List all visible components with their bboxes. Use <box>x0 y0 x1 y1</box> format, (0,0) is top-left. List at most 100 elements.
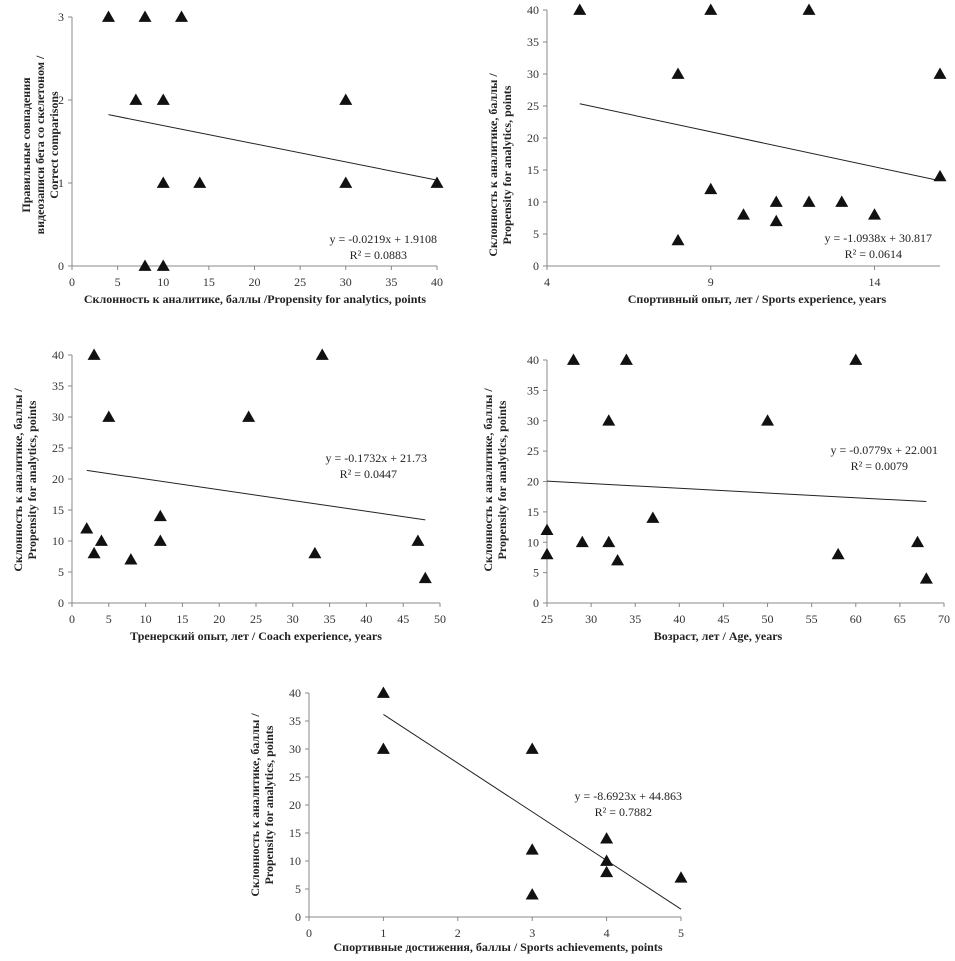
x-tick-label: 30 <box>287 612 299 626</box>
data-point <box>602 535 616 548</box>
y-tick-label: 40 <box>289 686 301 700</box>
data-point <box>138 259 152 271</box>
data-point <box>674 871 688 883</box>
data-point <box>308 546 322 559</box>
x-tick-label: 15 <box>176 612 188 626</box>
y-axis-label-line: Склонность к аналитике, баллы / <box>248 713 262 897</box>
x-tick-label: 25 <box>541 612 553 626</box>
x-tick-label: 70 <box>938 612 950 626</box>
y-tick-label: 25 <box>52 441 64 455</box>
r-squared: R² = 0.7882 <box>595 805 652 819</box>
x-tick-label: 1 <box>380 926 386 940</box>
x-tick-label: 50 <box>762 612 774 626</box>
data-point <box>566 353 580 365</box>
y-tick-label: 25 <box>527 99 539 113</box>
x-tick-label: 4 <box>604 926 610 940</box>
data-point <box>80 522 94 534</box>
data-point <box>138 10 152 22</box>
trendline <box>383 714 682 910</box>
y-tick-label: 20 <box>289 798 301 812</box>
y-tick-label: 20 <box>52 472 64 486</box>
data-point <box>933 169 947 182</box>
x-tick-label: 0 <box>69 612 75 626</box>
data-point <box>525 742 539 754</box>
y-tick-label: 30 <box>289 742 301 756</box>
x-tick-label: 15 <box>203 275 215 289</box>
y-axis-label: Склонность к аналитике, баллы / Propensit… <box>486 73 514 257</box>
data-point <box>102 410 116 422</box>
y-axis-label: Склонность к аналитике, баллы / Propensit… <box>11 388 39 572</box>
data-point <box>525 843 539 855</box>
chart-propensity-vs-age: 0 5 10 15 20 25 30 35 40 25 30 35 40 45 50 55 60 65 70 y = … <box>481 353 950 643</box>
data-point <box>911 535 925 548</box>
y-tick-label: 0 <box>533 259 539 273</box>
data-point <box>737 208 750 220</box>
x-tick-label: 10 <box>157 275 169 289</box>
y-axis-label-line: Склонность к аналитике, баллы / <box>486 73 500 257</box>
x-tick-label: 40 <box>431 275 443 289</box>
r-squared: R² = 0.0614 <box>845 247 902 261</box>
x-tick-label: 2 <box>455 926 461 940</box>
data-point <box>315 348 329 360</box>
y-tick-label: 35 <box>527 383 539 397</box>
data-point <box>933 67 947 79</box>
x-tick-label: 10 <box>140 612 152 626</box>
data-point <box>600 854 614 866</box>
y-tick-label: 35 <box>527 35 539 49</box>
y-tick-label: 5 <box>295 882 301 896</box>
data-point <box>94 534 108 546</box>
data-point <box>376 686 390 698</box>
y-tick-label: 40 <box>527 3 539 17</box>
data-point <box>671 233 685 246</box>
data-point <box>153 509 167 522</box>
x-tick-label: 20 <box>249 275 261 289</box>
trendline <box>579 103 941 182</box>
y-axis-label-line: Propensity for analytics, points <box>500 85 514 244</box>
data-point <box>868 208 881 220</box>
y-tick-label: 15 <box>527 505 539 519</box>
data-point <box>376 742 390 754</box>
data-point <box>849 353 863 365</box>
y-axis-label-line: Propensity for analytics, points <box>495 400 509 559</box>
data-point <box>802 3 816 15</box>
x-tick-label: 60 <box>850 612 862 626</box>
y-tick-label: 5 <box>533 566 539 580</box>
data-point <box>153 534 167 546</box>
x-tick-label: 20 <box>213 612 225 626</box>
y-axis-label-line: Propensity for analytics, points <box>262 725 276 884</box>
y-axis-label-line: Правильные совпадения <box>19 77 33 213</box>
y-axis-label-line: Склонность к аналитике, баллы / <box>481 388 495 572</box>
y-tick-label: 15 <box>289 826 301 840</box>
data-point <box>175 10 188 22</box>
x-axis-label: Спортивный опыт, лет / Sports experience… <box>628 292 887 306</box>
y-tick-label: 0 <box>533 596 539 610</box>
x-tick-label: 0 <box>306 926 312 940</box>
x-tick-label: 45 <box>717 612 729 626</box>
r-squared: R² = 0.0447 <box>340 467 397 481</box>
data-point <box>769 195 783 207</box>
x-tick-label: 40 <box>673 612 685 626</box>
data-point <box>242 410 256 422</box>
data-point <box>156 93 170 105</box>
trendline <box>108 114 438 181</box>
data-point <box>619 353 633 365</box>
chart-propensity-vs-coach-experience: 0 5 10 15 20 25 30 35 40 0 5 10 15 20 25 30 35 40 45 50 y = … <box>11 348 446 643</box>
data-point <box>769 214 783 227</box>
x-tick-label: 4 <box>544 275 550 289</box>
y-tick-label: 0 <box>58 596 64 610</box>
y-tick-label: 2 <box>58 93 64 107</box>
r-squared: R² = 0.0883 <box>350 248 407 262</box>
data-point <box>102 10 115 22</box>
y-axis-label-line: Склонность к аналитике, баллы / <box>11 388 25 572</box>
y-axis-label-line: Correct comparisons <box>47 91 61 199</box>
x-tick-label: 35 <box>385 275 397 289</box>
x-tick-label: 40 <box>360 612 372 626</box>
y-tick-label: 15 <box>52 503 64 517</box>
y-tick-label: 30 <box>527 414 539 428</box>
trendline <box>86 469 426 521</box>
data-point <box>540 523 554 535</box>
y-tick-label: 0 <box>295 910 301 924</box>
x-axis-label: Склонность к аналитике, баллы /Propensit… <box>84 292 427 306</box>
x-tick-label: 0 <box>69 275 75 289</box>
data-point <box>602 414 616 426</box>
